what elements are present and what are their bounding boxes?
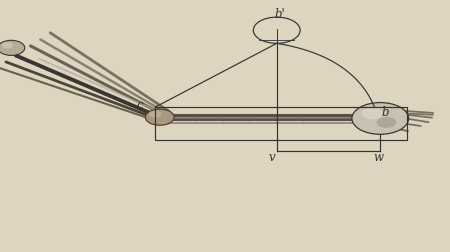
Circle shape: [149, 111, 162, 118]
Circle shape: [145, 109, 174, 125]
Circle shape: [377, 117, 396, 128]
Text: b: b: [381, 106, 388, 119]
Text: v: v: [269, 151, 275, 164]
Circle shape: [0, 40, 25, 55]
Circle shape: [1, 42, 13, 48]
Text: b': b': [274, 8, 285, 21]
Text: w: w: [373, 151, 383, 164]
Circle shape: [352, 103, 409, 134]
Text: c: c: [136, 99, 143, 112]
Circle shape: [361, 107, 383, 119]
